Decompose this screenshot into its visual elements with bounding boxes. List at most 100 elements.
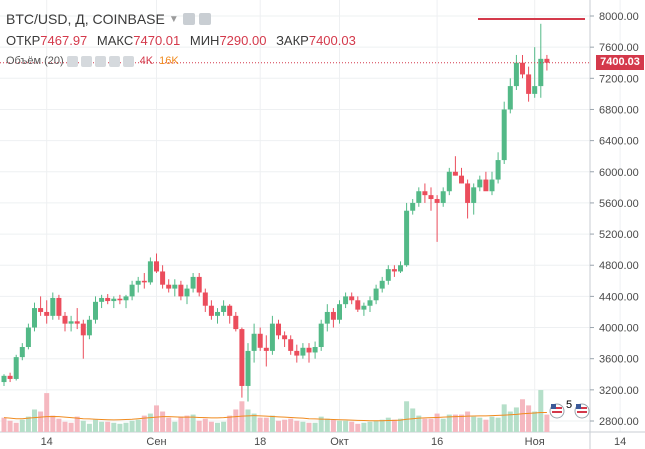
candle[interactable]: [526, 66, 532, 102]
symbol-header[interactable]: BTC/USD, Д, COINBASE ▼: [6, 11, 211, 27]
candle[interactable]: [141, 273, 147, 289]
candle[interactable]: [465, 179, 471, 219]
candle[interactable]: [330, 308, 336, 328]
candle[interactable]: [379, 276, 385, 293]
candle[interactable]: [62, 311, 68, 332]
volume-legend[interactable]: Объём (20) 4K 16K: [6, 55, 179, 67]
candle[interactable]: [99, 294, 105, 309]
candle[interactable]: [398, 261, 403, 274]
chevron-down-icon[interactable]: ▼: [168, 13, 179, 25]
candle[interactable]: [38, 296, 44, 316]
candle[interactable]: [227, 304, 233, 324]
candle[interactable]: [269, 315, 275, 355]
candle[interactable]: [355, 296, 361, 312]
candle[interactable]: [471, 183, 477, 215]
candle[interactable]: [489, 171, 495, 196]
candle[interactable]: [68, 315, 74, 332]
candle[interactable]: [74, 308, 80, 330]
close-icon[interactable]: [122, 55, 134, 67]
candle[interactable]: [520, 54, 525, 79]
eye-icon[interactable]: [66, 55, 78, 67]
candle[interactable]: [196, 273, 202, 297]
candle[interactable]: [452, 156, 458, 176]
candle[interactable]: [349, 292, 355, 305]
candle[interactable]: [135, 276, 141, 293]
candle[interactable]: [215, 308, 220, 324]
candle[interactable]: [221, 300, 227, 316]
candle[interactable]: [123, 294, 129, 309]
candle[interactable]: [459, 167, 464, 184]
candle[interactable]: [428, 187, 434, 211]
candle[interactable]: [166, 279, 172, 293]
candle[interactable]: [532, 47, 538, 98]
candle[interactable]: [172, 279, 178, 297]
candle[interactable]: [422, 183, 428, 203]
candle[interactable]: [324, 304, 330, 332]
candle[interactable]: [184, 284, 190, 305]
candle[interactable]: [367, 296, 373, 312]
candle[interactable]: [117, 294, 123, 305]
candle[interactable]: [1, 374, 7, 386]
candle[interactable]: [385, 265, 391, 285]
candle[interactable]: [56, 294, 62, 320]
candle[interactable]: [25, 323, 31, 350]
volume-label[interactable]: Объём (20): [6, 55, 64, 67]
candle[interactable]: [111, 296, 117, 309]
candle[interactable]: [245, 343, 251, 402]
candle[interactable]: [147, 257, 153, 285]
candle[interactable]: [361, 302, 367, 316]
candle[interactable]: [337, 300, 342, 324]
candle[interactable]: [93, 296, 98, 324]
candle[interactable]: [318, 319, 324, 351]
candle[interactable]: [306, 343, 312, 363]
candle[interactable]: [312, 341, 318, 359]
candle[interactable]: [513, 54, 519, 90]
candle[interactable]: [233, 311, 239, 332]
settings-icon[interactable]: [198, 13, 211, 25]
candle[interactable]: [32, 302, 37, 332]
candle[interactable]: [257, 327, 263, 351]
candle[interactable]: [343, 292, 349, 309]
candle[interactable]: [129, 280, 135, 301]
candle[interactable]: [282, 331, 288, 348]
candle[interactable]: [7, 372, 13, 383]
candle[interactable]: [208, 300, 214, 320]
candle[interactable]: [416, 187, 422, 207]
candle[interactable]: [294, 344, 300, 363]
candle[interactable]: [178, 280, 184, 301]
candle[interactable]: [404, 202, 410, 267]
candle[interactable]: [483, 171, 489, 192]
candle[interactable]: [446, 167, 452, 196]
events-count[interactable]: 5: [566, 399, 573, 411]
candle[interactable]: [300, 343, 306, 359]
candle[interactable]: [501, 101, 507, 164]
candle[interactable]: [477, 175, 483, 192]
candle[interactable]: [434, 195, 440, 242]
candle[interactable]: [251, 323, 257, 363]
candle[interactable]: [19, 343, 25, 361]
candle[interactable]: [440, 187, 446, 207]
source-icon[interactable]: [94, 55, 106, 67]
candle[interactable]: [391, 265, 397, 277]
more-icon[interactable]: [108, 55, 120, 67]
candle[interactable]: [239, 327, 245, 398]
candle[interactable]: [276, 319, 281, 340]
candle[interactable]: [80, 319, 86, 359]
candle[interactable]: [507, 78, 513, 114]
candle[interactable]: [50, 292, 56, 320]
candle[interactable]: [44, 300, 50, 324]
candle[interactable]: [13, 354, 19, 381]
candle[interactable]: [160, 265, 166, 289]
candle[interactable]: [410, 199, 416, 215]
candle[interactable]: [202, 288, 208, 312]
candle[interactable]: [288, 335, 294, 355]
eye-icon[interactable]: [182, 13, 195, 25]
settings-icon[interactable]: [80, 55, 92, 67]
candle[interactable]: [495, 152, 501, 184]
candle[interactable]: [373, 284, 379, 305]
candle[interactable]: [538, 23, 544, 98]
candle[interactable]: [154, 253, 159, 274]
candle[interactable]: [190, 273, 196, 293]
